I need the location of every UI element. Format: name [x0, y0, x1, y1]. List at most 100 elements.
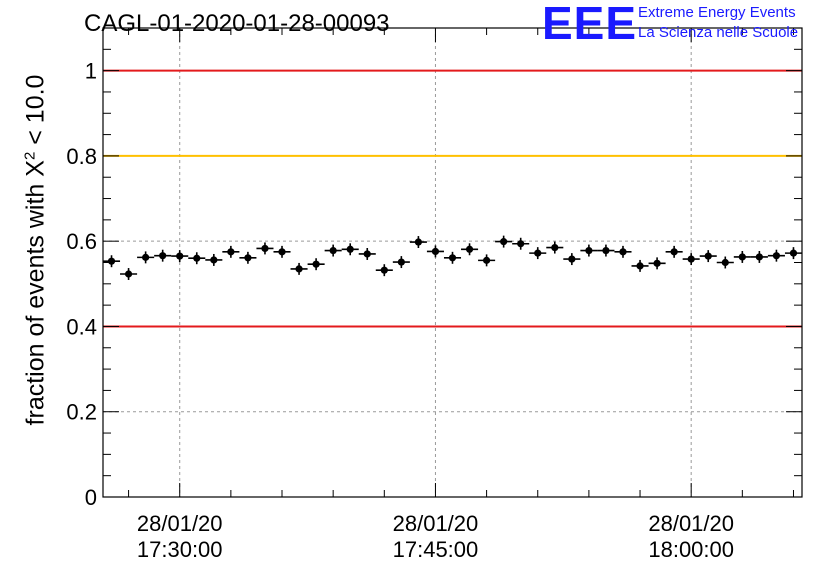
point-marker [176, 252, 184, 260]
point-marker [636, 262, 644, 270]
data-point [631, 259, 649, 272]
x-tick-date-label: 28/01/20 [648, 511, 734, 536]
data-point [699, 250, 717, 263]
data-point [546, 241, 564, 254]
chart-title: CAGL-01-2020-01-28-00093 [84, 10, 390, 37]
data-points [103, 235, 802, 280]
y-tick-label: 0.2 [66, 400, 97, 425]
point-marker [517, 240, 525, 248]
point-marker [244, 254, 252, 262]
point-marker [448, 254, 457, 262]
x-tick-date-label: 28/01/20 [393, 511, 479, 536]
data-point [784, 247, 802, 260]
point-marker [107, 257, 116, 265]
point-marker [738, 253, 746, 261]
data-point [290, 262, 308, 275]
point-marker [585, 246, 593, 255]
point-marker [414, 238, 423, 246]
point-marker [278, 248, 286, 256]
point-marker [704, 252, 712, 260]
point-marker [124, 270, 133, 278]
reference-lines [103, 69, 802, 328]
point-marker [329, 246, 337, 255]
y-tick-label: 0 [85, 485, 97, 510]
data-point [409, 236, 427, 249]
data-point [222, 245, 240, 258]
logo-line-1: Extreme Energy Events [638, 4, 796, 21]
data-point [597, 244, 615, 257]
y-tick-label: 0.6 [66, 229, 97, 254]
logo-mark: EEE [542, 0, 638, 49]
point-marker [363, 250, 371, 258]
data-point [750, 250, 768, 263]
logo-line-2: La Scienza nelle Scuole [638, 24, 799, 41]
data-point [495, 235, 513, 248]
data-point [648, 257, 666, 270]
point-marker [431, 247, 440, 256]
data-point [443, 251, 462, 264]
point-marker [210, 256, 218, 264]
data-point [426, 245, 444, 258]
x-tick-date-label: 28/01/20 [137, 511, 223, 536]
axis-ticks: 00.20.40.60.8128/01/2017:30:0028/01/2017… [66, 27, 802, 562]
data-point [375, 264, 393, 277]
data-point [137, 251, 155, 264]
point-marker [619, 248, 627, 256]
point-marker [312, 260, 320, 268]
point-marker [755, 253, 763, 261]
data-point [563, 253, 581, 266]
point-marker [346, 245, 354, 253]
y-axis-label: fraction of events with X2 < 10.0 [21, 75, 50, 426]
data-point [478, 254, 496, 267]
point-marker [602, 246, 610, 255]
y-axis-label-prefix: fraction of events with X [21, 160, 50, 426]
data-point [580, 244, 598, 257]
point-marker [482, 256, 491, 264]
point-marker [551, 243, 559, 252]
data-point [512, 237, 530, 250]
data-point [529, 247, 547, 260]
eee-logo: EEE Extreme Energy Events La Scienza nel… [542, 0, 832, 49]
data-point [392, 256, 410, 269]
data-point [205, 253, 223, 266]
data-point [307, 258, 325, 271]
data-point [733, 250, 751, 263]
data-point [358, 248, 376, 260]
y-axis-label-sup: 2 [21, 151, 39, 161]
x-tick-time-label: 18:00:00 [648, 537, 734, 562]
point-marker [653, 259, 661, 267]
data-point [682, 253, 700, 266]
point-marker [193, 254, 201, 262]
point-marker [159, 252, 167, 260]
data-point [324, 244, 342, 257]
x-tick-time-label: 17:45:00 [393, 537, 479, 562]
point-marker [500, 238, 508, 246]
data-point [665, 245, 683, 258]
data-point [341, 243, 359, 256]
point-marker [227, 248, 235, 256]
point-marker [534, 249, 542, 257]
data-point [120, 268, 138, 280]
point-marker [670, 248, 678, 256]
data-point [461, 243, 479, 256]
x-tick-time-label: 17:30:00 [137, 537, 223, 562]
data-point [188, 252, 206, 265]
data-point [154, 249, 172, 262]
data-point [767, 249, 785, 262]
data-point [716, 256, 734, 269]
point-marker [397, 258, 405, 266]
point-marker [295, 265, 303, 273]
data-point [103, 255, 121, 268]
y-tick-label: 0.4 [66, 314, 97, 339]
point-marker [261, 244, 269, 253]
y-tick-label: 0.8 [66, 144, 97, 169]
data-point [239, 251, 257, 264]
point-marker [721, 258, 729, 267]
point-marker [465, 245, 474, 253]
y-axis-label-suffix: < 10.0 [21, 74, 50, 152]
point-marker [380, 266, 388, 274]
y-tick-label: 1 [85, 59, 97, 84]
point-marker [142, 253, 150, 261]
point-marker [772, 252, 781, 260]
